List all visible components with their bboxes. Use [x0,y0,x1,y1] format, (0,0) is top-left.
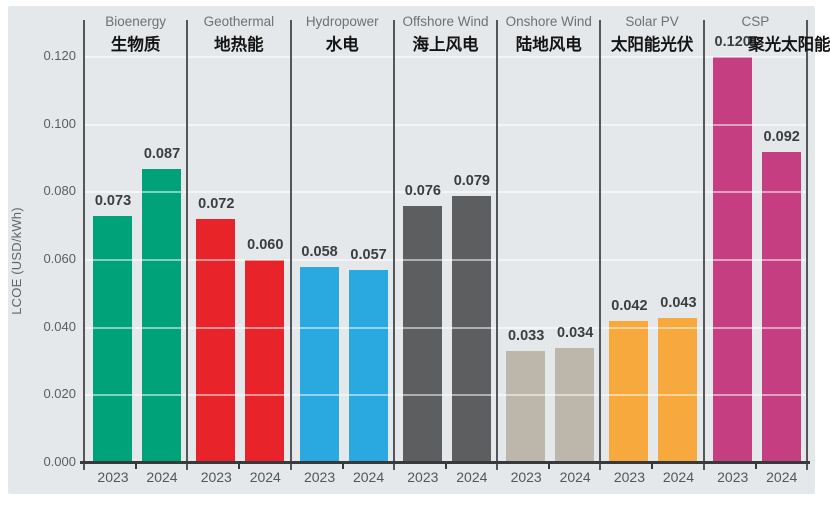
group-label-zh-csp: 聚光太阳能 [748,36,830,54]
bar-onshore-wind-2023 [506,351,546,463]
bar-csp-2024 [761,151,801,463]
x-axis-tick [444,463,447,469]
x-axis-year-label: 2023 [407,469,439,485]
panel-separator [599,20,602,470]
group-label-zh-bioenergy: 生物质 [110,36,161,54]
gridline [85,191,806,194]
group-label-zh-hydropower: 水电 [325,36,359,54]
bar-hydropower-2024 [348,270,388,463]
bar-value-label: 0.033 [507,328,545,345]
bar-bioenergy-2023 [93,216,132,463]
y-axis-tick-label: 0.040 [43,318,76,334]
y-axis-tick-label: 0.100 [43,115,76,131]
group-label-en-csp: CSP [741,14,770,29]
y-axis-tick-label: 0.020 [43,386,76,402]
x-axis-year-label: 2023 [717,469,749,485]
x-axis-tick [548,463,551,469]
x-axis-tick [238,463,241,469]
x-axis-year-label: 2023 [510,469,542,485]
group-label-en-geothermal: Geothermal [203,14,275,29]
bar-hydropower-2023 [299,266,339,463]
panel-separator [186,20,189,470]
x-axis-year-label: 2024 [662,469,694,485]
y-axis-tick-label: 0.000 [43,454,76,469]
bar-value-label: 0.060 [247,237,284,253]
x-axis-year-label: 2024 [456,469,488,485]
panel-separator [289,20,292,470]
gridline [85,259,806,261]
bar-value-label: 0.073 [94,193,132,210]
x-axis-year-label: 2023 [303,469,336,485]
bar-value-label: 0.058 [301,243,338,260]
group-label-zh-solar-pv: 太阳能光伏 [610,36,694,54]
bar-value-label: 0.120 [714,34,751,50]
bar-value-label: 0.079 [453,172,490,189]
y-axis-tick-label: 0.060 [43,251,76,266]
group-label-zh-geothermal: 地热能 [214,36,264,54]
group-label-en-hydropower: Hydropower [305,14,379,29]
bar-geothermal-2024 [245,260,285,463]
x-axis-tick [135,463,137,469]
panel-separator [83,20,85,470]
x-axis-year-label: 2024 [352,469,385,485]
bar-value-label: 0.092 [763,128,800,145]
panel-separator [392,20,395,470]
y-axis-tick-label: 0.120 [43,48,76,63]
panel-separator [702,20,705,470]
x-axis-year-label: 2024 [146,469,178,485]
x-axis-year-label: 2024 [766,469,798,485]
bar-geothermal-2023 [196,219,236,463]
group-label-zh-onshore-wind: 陆地风电 [515,36,582,54]
bar-value-label: 0.042 [611,297,648,314]
group-label-en-offshore-wind: Offshore Wind [402,14,489,29]
bar-solar-pv-2024 [658,317,698,463]
x-axis-tick [651,463,654,469]
gridline [85,56,806,58]
bar-value-label: 0.076 [404,182,441,199]
gridline [85,326,806,329]
x-axis-line [80,461,810,464]
x-axis-tick [754,463,757,469]
group-label-en-solar-pv: Solar PV [625,14,679,29]
gridline [85,123,806,126]
x-axis-year-label: 2024 [559,469,591,485]
group-label-zh-offshore-wind: 海上风电 [412,36,479,54]
gridline [85,394,806,397]
bar-value-label: 0.034 [556,324,594,341]
bar-bioenergy-2024 [142,168,181,463]
panel-separator [496,20,499,470]
bar-offshore-wind-2024 [451,195,491,463]
bar-value-label: 0.043 [660,294,697,311]
x-axis-tick [341,463,344,469]
bar-value-label: 0.072 [198,196,235,213]
y-axis-tick-label: 0.080 [43,183,76,199]
bar-value-label: 0.087 [143,145,181,162]
x-axis-year-label: 2023 [613,469,645,485]
bar-value-label: 0.057 [350,247,387,264]
bar-solar-pv-2023 [609,320,649,463]
x-axis-year-label: 2023 [200,469,232,485]
group-label-en-onshore-wind: Onshore Wind [505,14,592,29]
x-axis-year-label: 2024 [249,469,281,485]
bar-offshore-wind-2023 [402,205,442,463]
bar-onshore-wind-2024 [555,347,595,463]
x-axis-year-label: 2023 [97,469,129,485]
group-label-en-bioenergy: Bioenergy [105,14,167,29]
plot-right-border [806,20,808,470]
